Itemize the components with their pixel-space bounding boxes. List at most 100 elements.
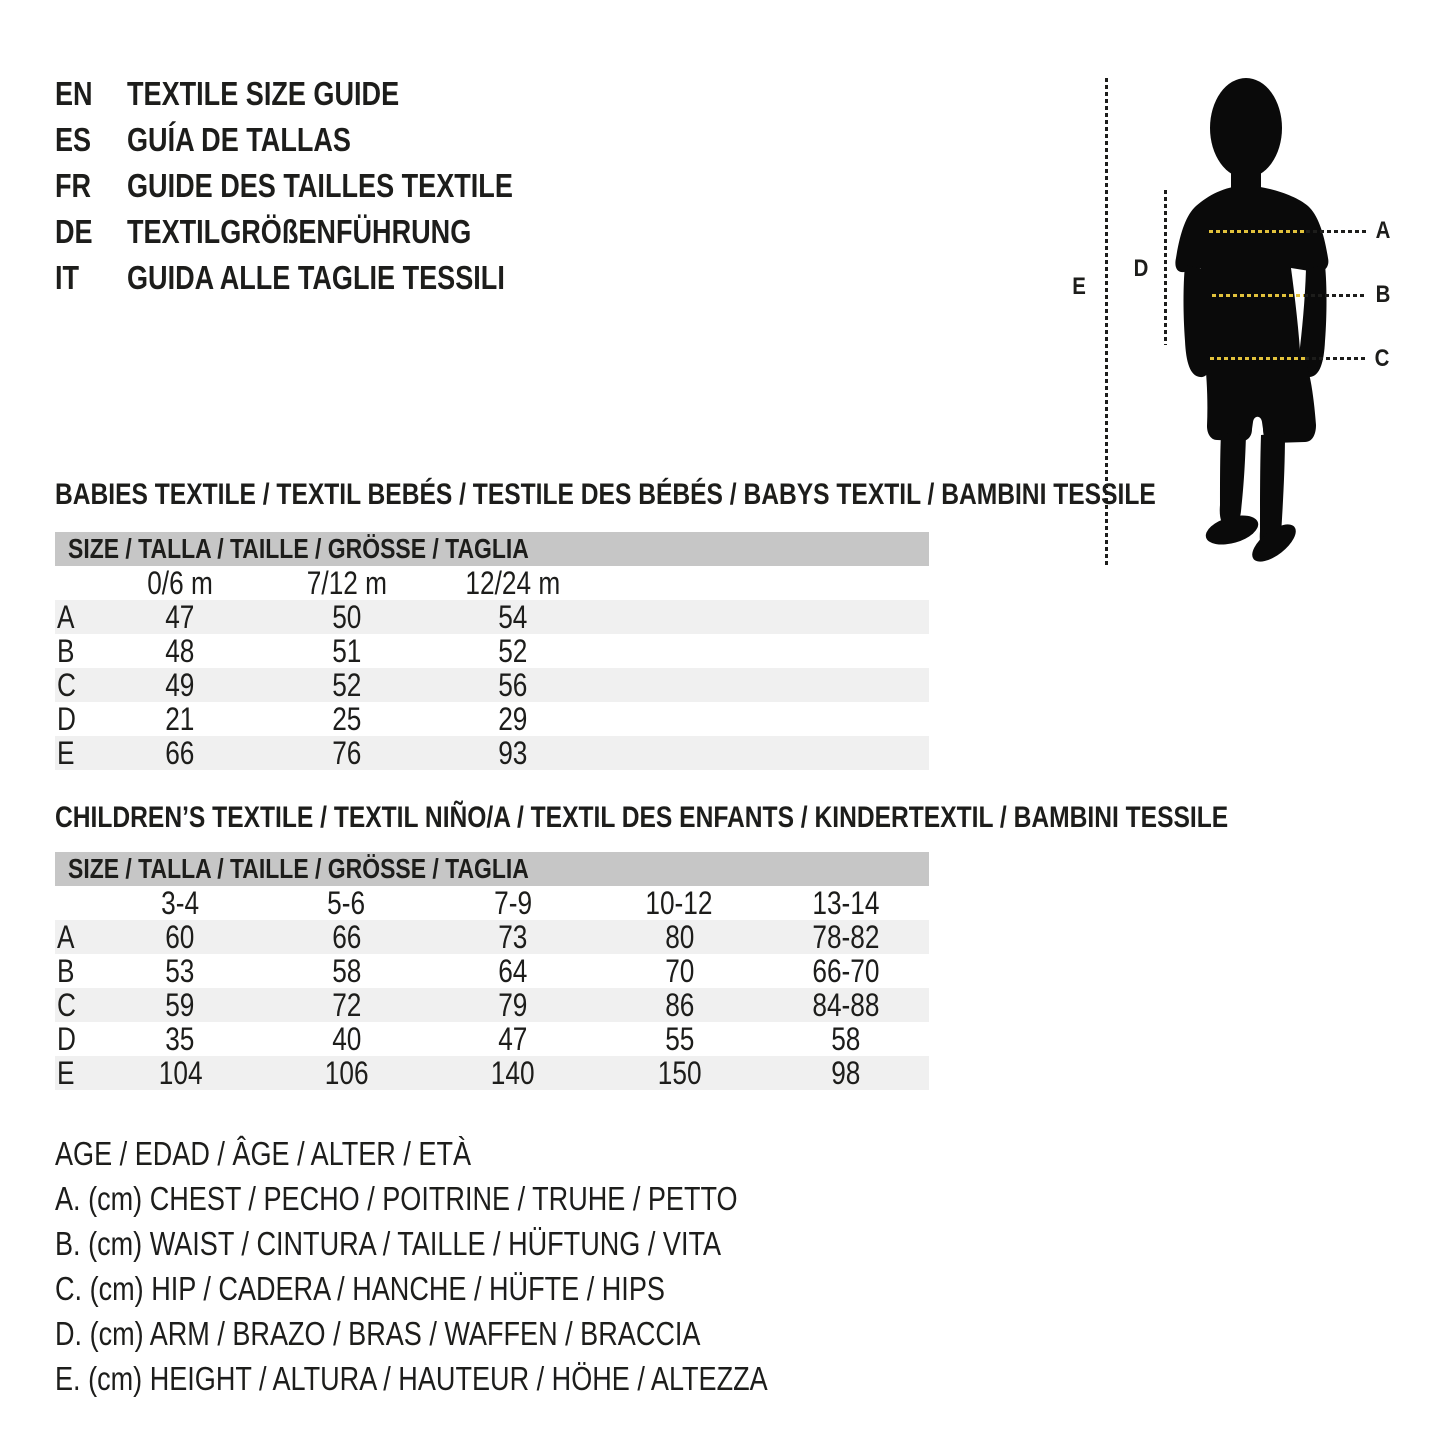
legend-line-hip: C. (cm) HIP / CADERA / HANCHE / HÜFTE / … bbox=[55, 1270, 665, 1307]
column-header: 5-6 bbox=[327, 885, 366, 921]
table-cell: 51 bbox=[331, 633, 362, 669]
legend-line-chest: A. (cm) CHEST / PECHO / POITRINE / TRUHE… bbox=[55, 1180, 738, 1217]
silhouette-head bbox=[1210, 78, 1282, 178]
measurement-legend: AGE / EDAD / ÂGE / ALTER / ETÀ A. (cm) C… bbox=[55, 1131, 924, 1401]
row-label: B bbox=[57, 953, 75, 989]
row-label: A bbox=[57, 599, 75, 635]
language-code: DE bbox=[55, 213, 93, 250]
silhouette-left-shoe bbox=[1205, 515, 1259, 545]
row-label: E bbox=[57, 1055, 75, 1091]
table-cell: 86 bbox=[664, 987, 694, 1023]
language-code: EN bbox=[55, 75, 93, 112]
language-row-it: IT GUIDA ALLE TAGLIE TESSILI bbox=[55, 255, 598, 301]
language-title: GUIDE DES TAILLES TEXTILE bbox=[127, 167, 513, 204]
table-cell: 29 bbox=[498, 701, 528, 737]
waist-measure-line-b-yellow bbox=[1212, 294, 1304, 297]
table-cell: 56 bbox=[498, 667, 528, 703]
table-cell: 66-70 bbox=[812, 953, 880, 989]
measure-label-b: B bbox=[1375, 281, 1391, 308]
row-label: A bbox=[57, 919, 75, 955]
table-cell: 21 bbox=[165, 701, 195, 737]
silhouette-left-arm bbox=[1183, 265, 1212, 378]
language-title-list: EN TEXTILE SIZE GUIDE ES GUÍA DE TALLAS … bbox=[55, 71, 598, 301]
measure-label-a: A bbox=[1375, 217, 1391, 244]
table-cell: 140 bbox=[491, 1055, 535, 1091]
height-measure-line-e bbox=[1105, 78, 1108, 565]
language-code: FR bbox=[55, 167, 92, 204]
table-row: D 21 25 29 bbox=[55, 702, 929, 736]
table-header-row: 3-4 5-6 7-9 10-12 13-14 bbox=[55, 886, 929, 920]
table-row: C 49 52 56 bbox=[55, 668, 929, 702]
row-label: D bbox=[57, 1021, 76, 1057]
silhouette-shorts bbox=[1205, 361, 1316, 443]
table-row: A 47 50 54 bbox=[55, 600, 929, 634]
table-cell: 106 bbox=[324, 1055, 369, 1091]
children-section-title: CHILDREN’S TEXTILE / TEXTIL NIÑO/A / TEX… bbox=[55, 801, 1229, 834]
table-cell: 52 bbox=[498, 633, 528, 669]
language-row-de: DE TEXTILGRÖßENFÜHRUNG bbox=[55, 209, 598, 255]
row-label: E bbox=[57, 735, 75, 771]
legend-line-arm: D. (cm) ARM / BRAZO / BRAS / WAFFEN / BR… bbox=[55, 1315, 701, 1352]
table-cell: 54 bbox=[498, 599, 528, 635]
column-header: 13-14 bbox=[812, 885, 880, 921]
table-row: E 66 76 93 bbox=[55, 736, 929, 770]
language-row-en: EN TEXTILE SIZE GUIDE bbox=[55, 71, 598, 117]
language-code: ES bbox=[55, 121, 92, 158]
language-title: TEXTILE SIZE GUIDE bbox=[127, 75, 400, 112]
row-label: C bbox=[57, 667, 76, 703]
table-cell: 40 bbox=[331, 1021, 362, 1057]
table-cell: 48 bbox=[165, 633, 195, 669]
language-title: GUÍA DE TALLAS bbox=[127, 121, 351, 158]
table-cell: 60 bbox=[165, 919, 195, 955]
table-cell: 84-88 bbox=[812, 987, 880, 1023]
hip-measure-line-c-yellow bbox=[1210, 357, 1305, 360]
language-row-es: ES GUÍA DE TALLAS bbox=[55, 117, 598, 163]
table-cell: 47 bbox=[165, 599, 195, 635]
table-cell: 59 bbox=[165, 987, 195, 1023]
table-cell: 79 bbox=[498, 987, 528, 1023]
babies-section-title: BABIES TEXTILE / TEXTIL BEBÉS / TESTILE … bbox=[55, 478, 1156, 511]
legend-line-height: E. (cm) HEIGHT / ALTURA / HAUTEUR / HÖHE… bbox=[55, 1360, 768, 1397]
column-header: 12/24 m bbox=[465, 565, 561, 601]
table-cell: 73 bbox=[498, 919, 528, 955]
measure-label-e: E bbox=[1072, 273, 1086, 300]
row-label: C bbox=[57, 987, 76, 1023]
table-cell: 49 bbox=[165, 667, 195, 703]
table-row: E 104 106 140 150 98 bbox=[55, 1056, 929, 1090]
table-cell: 70 bbox=[664, 953, 694, 989]
table-row: B 48 51 52 bbox=[55, 634, 929, 668]
table-row: D 35 40 47 55 58 bbox=[55, 1022, 929, 1056]
table-cell: 35 bbox=[165, 1021, 195, 1057]
table-cell: 80 bbox=[664, 919, 694, 955]
column-header: 7-9 bbox=[494, 885, 532, 921]
table-cell: 66 bbox=[165, 735, 195, 771]
table-header-row: 0/6 m 7/12 m 12/24 m bbox=[55, 566, 929, 600]
babies-size-header-bar: SIZE / TALLA / TAILLE / GRÖSSE / TAGLIA bbox=[55, 532, 929, 566]
hip-measure-line-c-dark bbox=[1305, 357, 1367, 360]
babies-size-table: 0/6 m 7/12 m 12/24 m A 47 50 54 B 48 51 … bbox=[55, 566, 929, 770]
silhouette-right-arm bbox=[1298, 265, 1327, 378]
table-cell: 58 bbox=[831, 1021, 861, 1057]
measure-label-d: D bbox=[1133, 255, 1149, 282]
table-cell: 104 bbox=[158, 1055, 203, 1091]
table-row: B 53 58 64 70 66-70 bbox=[55, 954, 929, 988]
table-row: A 60 66 73 80 78-82 bbox=[55, 920, 929, 954]
column-header: 3-4 bbox=[161, 885, 200, 921]
table-cell: 52 bbox=[331, 667, 362, 703]
legend-line-age: AGE / EDAD / ÂGE / ALTER / ETÀ bbox=[55, 1135, 472, 1172]
table-row: C 59 72 79 86 84-88 bbox=[55, 988, 929, 1022]
language-title: GUIDA ALLE TAGLIE TESSILI bbox=[127, 259, 505, 296]
table-cell: 150 bbox=[657, 1055, 702, 1091]
chest-measure-line-a-dark bbox=[1306, 230, 1367, 233]
table-cell: 53 bbox=[165, 953, 195, 989]
table-cell: 25 bbox=[331, 701, 362, 737]
legend-line-waist: B. (cm) WAIST / CINTURA / TAILLE / HÜFTU… bbox=[55, 1225, 722, 1262]
measure-label-c: C bbox=[1374, 345, 1390, 372]
column-header: 10-12 bbox=[645, 885, 713, 921]
language-code: IT bbox=[55, 259, 80, 296]
table-cell: 72 bbox=[331, 987, 362, 1023]
language-title: TEXTILGRÖßENFÜHRUNG bbox=[127, 213, 472, 250]
table-cell: 66 bbox=[331, 919, 362, 955]
row-label: B bbox=[57, 633, 75, 669]
